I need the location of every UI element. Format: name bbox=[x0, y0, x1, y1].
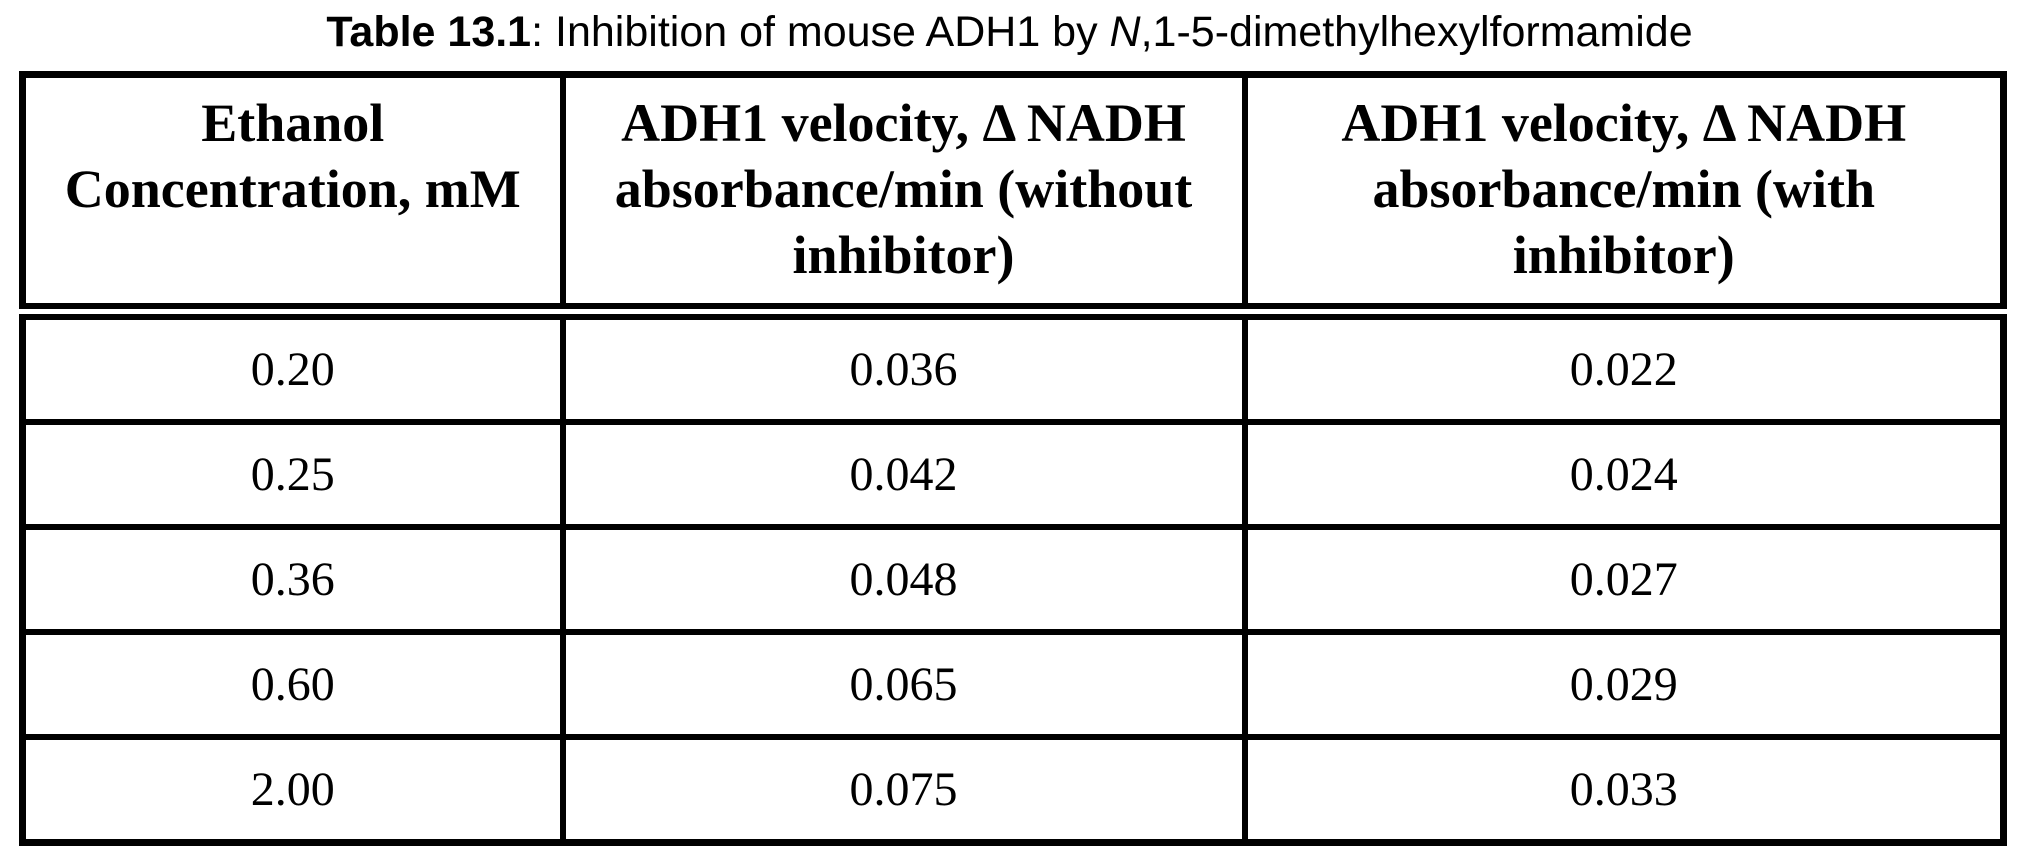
table-cell: 0.029 bbox=[1241, 629, 2007, 740]
table-cell: 0.25 bbox=[19, 419, 566, 530]
header-line: Concentration, mM bbox=[64, 159, 521, 219]
table-cell: 2.00 bbox=[19, 734, 566, 846]
header-line: inhibitor) bbox=[1512, 225, 1735, 285]
header-ethanol-concentration: Ethanol Concentration, mM bbox=[19, 71, 566, 320]
table-header-row: Ethanol Concentration, mM ADH1 velocity,… bbox=[19, 71, 2007, 320]
table-row: 0.20 0.036 0.022 bbox=[19, 308, 2007, 425]
header-velocity-with-inhibitor: ADH1 velocity, Δ NADH absorbance/min (wi… bbox=[1241, 71, 2007, 320]
table-cell: 0.042 bbox=[559, 419, 1248, 530]
table-cell: 0.36 bbox=[19, 524, 566, 635]
table-caption: Table 13.1: Inhibition of mouse ADH1 by … bbox=[19, 4, 2000, 60]
header-velocity-without-inhibitor: ADH1 velocity, Δ NADH absorbance/min (wi… bbox=[559, 71, 1248, 320]
table-cell: 0.065 bbox=[559, 629, 1248, 740]
table-cell: 0.024 bbox=[1241, 419, 2007, 530]
header-line: inhibitor) bbox=[792, 225, 1015, 285]
header-line: ADH1 velocity, Δ NADH bbox=[1341, 93, 1907, 153]
header-line: absorbance/min (with bbox=[1372, 159, 1876, 219]
table-row: 0.36 0.048 0.027 bbox=[19, 524, 2007, 635]
table-cell: 0.033 bbox=[1241, 734, 2007, 846]
header-line: absorbance/min (without bbox=[614, 159, 1193, 219]
table-row: 0.60 0.065 0.029 bbox=[19, 629, 2007, 740]
table-caption-compound-rest: ,1-5-dimethylhexylformamide bbox=[1140, 8, 1693, 56]
table-row: 2.00 0.075 0.033 bbox=[19, 734, 2007, 846]
table-cell: 0.048 bbox=[559, 524, 1248, 635]
table-caption-text: Inhibition of mouse ADH1 by bbox=[555, 8, 1110, 56]
header-line: Ethanol bbox=[201, 93, 385, 153]
table-cell: 0.022 bbox=[1241, 308, 2007, 425]
table-cell: 0.60 bbox=[19, 629, 566, 740]
table-cell: 0.075 bbox=[559, 734, 1248, 846]
table-caption-number: Table 13.1 bbox=[326, 8, 532, 56]
table-cell: 0.036 bbox=[559, 308, 1248, 425]
table-cell: 0.20 bbox=[19, 308, 566, 425]
table-cell: 0.027 bbox=[1241, 524, 2007, 635]
data-table: Ethanol Concentration, mM ADH1 velocity,… bbox=[19, 71, 2007, 846]
table-caption-separator: : bbox=[531, 8, 556, 56]
header-line: ADH1 velocity, Δ NADH bbox=[621, 93, 1186, 153]
table-caption-compound-italic: N bbox=[1109, 8, 1141, 56]
table-row: 0.25 0.042 0.024 bbox=[19, 419, 2007, 530]
